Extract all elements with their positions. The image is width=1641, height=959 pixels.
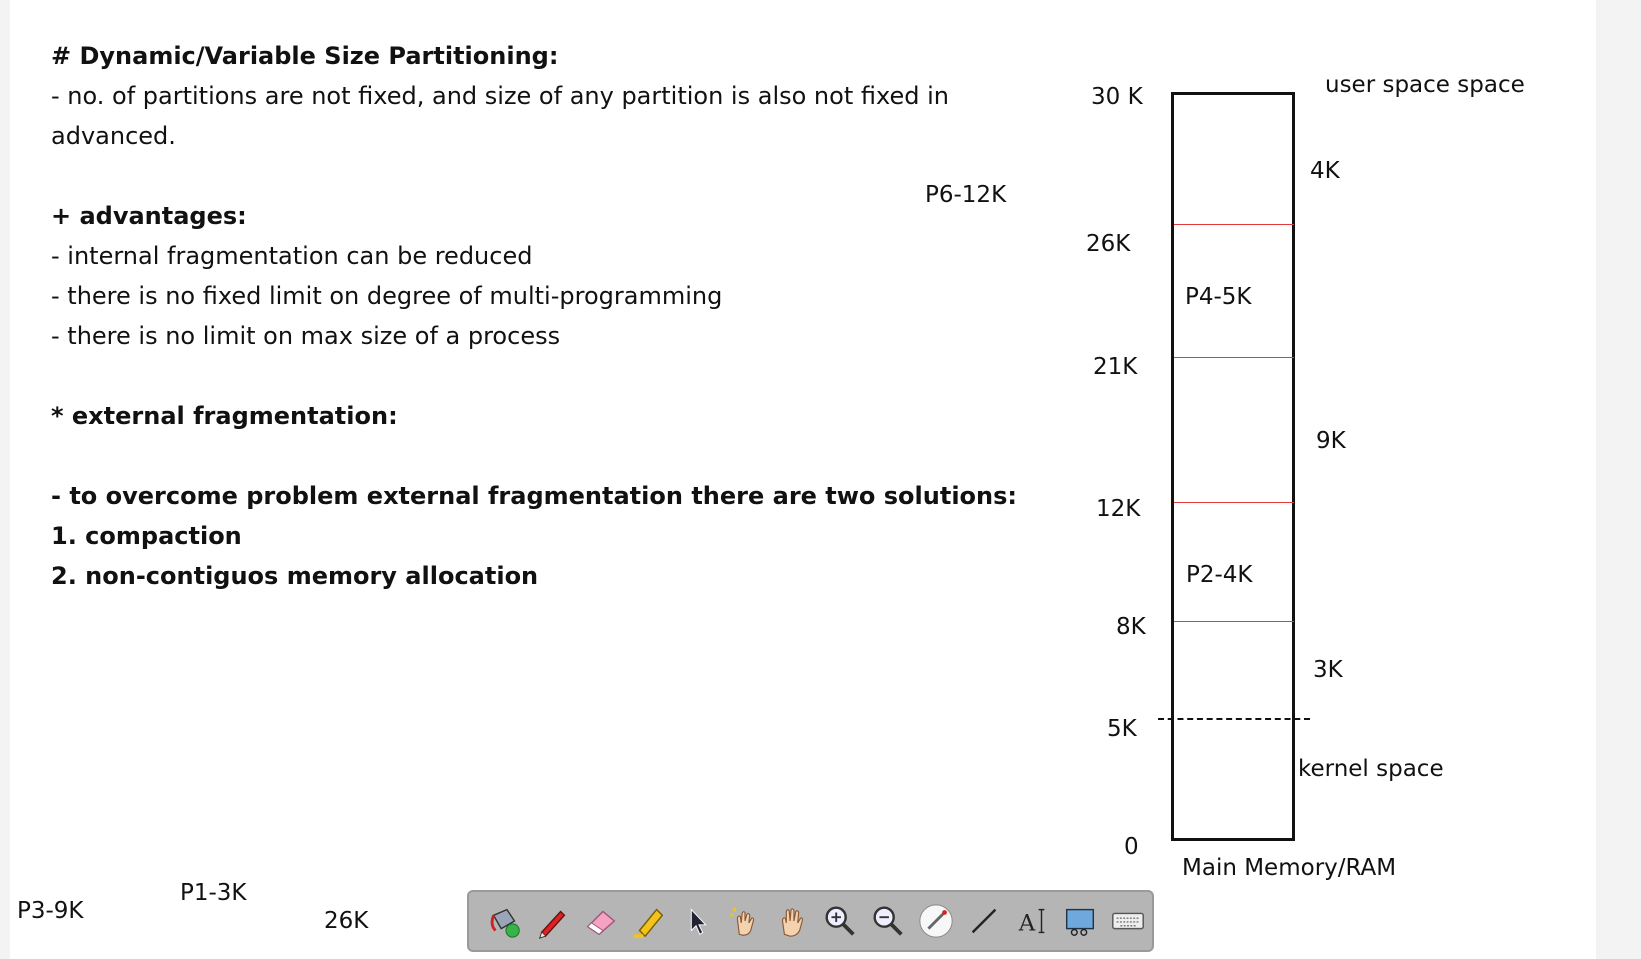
pen-icon[interactable]: [529, 897, 577, 945]
text-icon[interactable]: A: [1008, 897, 1056, 945]
user-space-label: user space space: [1325, 72, 1525, 98]
pointer-icon[interactable]: [673, 897, 721, 945]
bottom-26k-label: 26K: [324, 908, 369, 934]
advantage-1: - internal fragmentation can be reduced: [51, 242, 533, 270]
solution-1: 1. compaction: [51, 522, 242, 550]
p4-label: P4-5K: [1185, 284, 1252, 310]
solution-2: 2. non-contiguos memory allocation: [51, 562, 539, 590]
free-9k-label: 9K: [1316, 428, 1346, 454]
address-0: 0: [1124, 834, 1139, 860]
free-3k-label: 3K: [1313, 657, 1343, 683]
notes-line-2: advanced.: [51, 122, 176, 150]
eraser-icon[interactable]: [577, 897, 625, 945]
address-8k: 8K: [1116, 614, 1146, 640]
highlighter-icon[interactable]: [625, 897, 673, 945]
screen-capture-icon[interactable]: [1056, 897, 1104, 945]
advantages-heading: + advantages:: [51, 202, 247, 230]
overcome-line: - to overcome problem external fragmenta…: [51, 482, 1018, 510]
address-21k: 21K: [1093, 354, 1138, 380]
free-4k-label: 4K: [1310, 158, 1340, 184]
kernel-boundary-line: [1158, 718, 1310, 720]
p6-label: P6-12K: [925, 182, 1007, 208]
zoom-in-icon[interactable]: [816, 897, 864, 945]
advantage-2: - there is no fixed limit on degree of m…: [51, 282, 723, 310]
kernel-space-label: kernel space: [1298, 756, 1444, 782]
paint-bucket-icon[interactable]: [481, 897, 529, 945]
partition-line-12k: [1174, 502, 1294, 503]
address-12k: 12K: [1096, 496, 1141, 522]
svg-text:A: A: [1018, 911, 1036, 937]
address-30k: 30 K: [1091, 84, 1143, 110]
partition-line-8k: [1174, 621, 1294, 622]
notes-heading: # Dynamic/Variable Size Partitioning:: [51, 42, 559, 70]
address-26k: 26K: [1086, 231, 1131, 257]
partition-line-26k: [1174, 224, 1294, 225]
laser-pointer-icon[interactable]: [912, 897, 960, 945]
advantage-3: - there is no limit on max size of a pro…: [51, 322, 561, 350]
zoom-out-icon[interactable]: [864, 897, 912, 945]
p3-label: P3-9K: [17, 898, 84, 924]
memory-caption: Main Memory/RAM: [1182, 855, 1397, 881]
notes-line-1: - no. of partitions are not fixed, and s…: [51, 82, 949, 110]
external-fragmentation-heading: * external fragmentation:: [51, 402, 398, 430]
drawing-toolbar: A: [467, 890, 1154, 952]
memory-box: [1171, 92, 1295, 841]
hand-icon[interactable]: [769, 897, 817, 945]
partition-line-21k: [1174, 357, 1294, 358]
address-5k: 5K: [1107, 716, 1137, 742]
keyboard-icon[interactable]: [1104, 897, 1152, 945]
line-icon[interactable]: [960, 897, 1008, 945]
magic-hand-icon[interactable]: [721, 897, 769, 945]
whiteboard-page[interactable]: # Dynamic/Variable Size Partitioning: - …: [10, 0, 1596, 959]
p1-label: P1-3K: [180, 880, 247, 906]
p2-label: P2-4K: [1186, 562, 1253, 588]
